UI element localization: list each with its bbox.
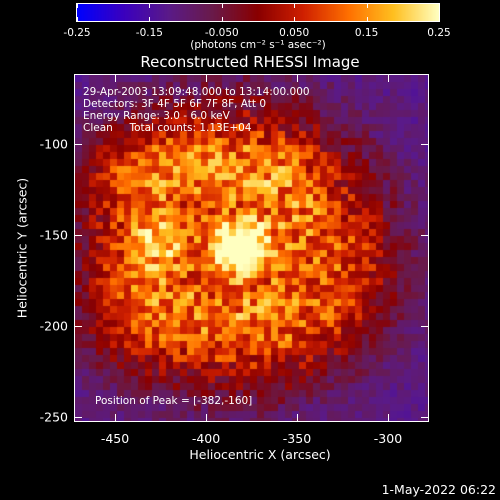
colorbar-tick-label: -0.15 <box>135 27 163 39</box>
y-tick-label: -250 <box>39 409 68 425</box>
colorbar-tick-mark <box>149 17 151 21</box>
info-energy: Energy Range: 3.0 - 6.0 keV <box>83 110 230 122</box>
y-tick-mark <box>75 235 82 237</box>
x-tick-mark <box>206 75 207 82</box>
x-tick-mark <box>296 414 298 421</box>
x-tick-mark <box>115 75 117 82</box>
x-tick-label: -450 <box>100 431 130 446</box>
colorbar-tick-mark <box>221 17 223 21</box>
x-tick-label: -400 <box>191 431 221 446</box>
colorbar-tick-mark <box>221 4 223 8</box>
x-tick-mark <box>387 75 389 82</box>
y-tick-label: -150 <box>39 227 68 243</box>
colorbar-tick-mark <box>294 17 296 21</box>
x-axis-label: Heliocentric X (arcsec) <box>189 447 331 462</box>
colorbar-tick-mark <box>294 4 296 8</box>
y-tick-mark <box>75 326 82 328</box>
colorbar-tick-mark <box>366 17 368 21</box>
colorbar-tick-mark <box>366 4 368 8</box>
y-tick-mark <box>421 417 428 419</box>
info-detectors: Detectors: 3F 4F 5F 6F 7F 8F, Att 0 <box>83 98 267 110</box>
colorbar-tick-label: -0.050 <box>204 27 239 39</box>
image-title: Reconstructed RHESSI Image <box>140 53 360 71</box>
y-tick-label: -200 <box>39 318 68 334</box>
y-tick-mark <box>75 144 82 146</box>
colorbar-tick-mark <box>439 17 440 21</box>
y-tick-mark <box>421 235 428 237</box>
colorbar-tick-label: 0.15 <box>354 27 379 39</box>
y-axis-label: Heliocentric Y (arcsec) <box>14 177 30 319</box>
info-time-range: 29-Apr-2003 13:09:48.000 to 13:14:00.000 <box>83 86 310 98</box>
y-tick-mark <box>75 417 82 419</box>
x-tick-mark <box>115 414 117 421</box>
y-tick-mark <box>421 326 428 328</box>
colorbar-tick-label: 0.050 <box>279 27 310 39</box>
colorbar-tick-mark <box>149 4 151 8</box>
colorbar-tick-mark <box>77 17 78 21</box>
timestamp: 1-May-2022 06:22 <box>381 482 496 497</box>
colorbar <box>76 3 440 22</box>
x-tick-mark <box>296 75 298 82</box>
y-tick-mark <box>421 144 428 146</box>
image-plot: 29-Apr-2003 13:09:48.000 to 13:14:00.000… <box>74 74 429 422</box>
colorbar-tick-label: -0.25 <box>63 27 91 39</box>
x-tick-mark <box>206 414 207 421</box>
colorbar-tick-mark <box>77 4 78 8</box>
x-tick-label: -300 <box>373 431 403 446</box>
x-tick-mark <box>387 414 389 421</box>
x-tick-label: -350 <box>282 431 312 446</box>
info-clean: Clean Total counts: 1.13E+04 <box>83 122 252 134</box>
heatmap <box>75 75 428 421</box>
y-tick-label: -100 <box>39 136 68 152</box>
info-peak: Position of Peak = [-382,-160] <box>95 395 253 407</box>
colorbar-tick-mark <box>439 4 440 8</box>
colorbar-tick-label: 0.25 <box>427 27 451 39</box>
colorbar-units: (photons cm⁻² s⁻¹ asec⁻²) <box>190 39 326 51</box>
